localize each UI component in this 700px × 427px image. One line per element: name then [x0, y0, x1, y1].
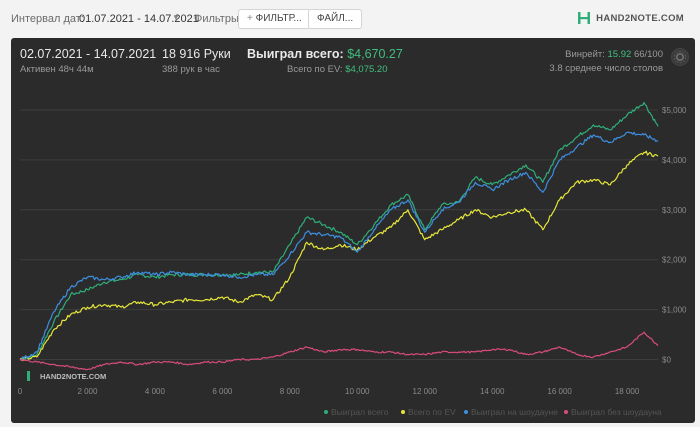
- legend-label: Выиграл без шоудауна: [571, 407, 662, 417]
- x-tick-label: 6 000: [212, 387, 233, 396]
- legend-label: Выиграл всего: [331, 407, 389, 417]
- x-tick-label: 2 000: [77, 387, 98, 396]
- date-range: 02.07.2021 - 14.07.2021: [20, 47, 157, 61]
- y-tick-label: $3,000: [662, 206, 687, 215]
- x-tick-label: 4 000: [145, 387, 166, 396]
- y-tick-label: $0: [662, 356, 671, 365]
- file-button-label: ФАЙЛ...: [317, 13, 354, 24]
- x-tick-label: 18 000: [615, 387, 640, 396]
- winrate-hands: 66/100: [633, 49, 663, 60]
- avg-tables: 3.8 среднее число столов: [549, 63, 663, 74]
- logo-icon: [578, 12, 591, 24]
- series-line: [19, 101, 659, 361]
- active-time: Активен 48ч 44м: [20, 64, 94, 75]
- chart-watermark: HAND2NOTE.COM: [40, 372, 106, 381]
- legend-marker: [564, 410, 568, 414]
- plus-icon: +: [247, 13, 253, 24]
- y-tick-label: $5,000: [662, 106, 687, 115]
- hands-count: 18 916 Руки: [162, 47, 231, 61]
- hands-per-hour: 388 рук в час: [162, 64, 220, 75]
- interval-label: Интервал дат:: [11, 13, 84, 25]
- filters-label: Фильтры:: [194, 13, 242, 25]
- logo-text: HAND2NOTE.COM: [596, 12, 684, 24]
- series-line: [19, 131, 658, 361]
- series-line: [19, 150, 659, 362]
- toolbar: Интервал дат: 01.07.2021 - 14.07.2021 ▼ …: [0, 0, 700, 38]
- winrate: Винрейт: 15.92 66/100: [565, 49, 663, 60]
- legend-marker: [401, 410, 405, 414]
- gear-icon[interactable]: [671, 48, 689, 66]
- series-line: [19, 331, 659, 371]
- x-tick-label: 0: [18, 387, 23, 396]
- x-tick-label: 10 000: [345, 387, 370, 396]
- x-tick-label: 16 000: [547, 387, 572, 396]
- hand2note-logo: HAND2NOTE.COM: [577, 11, 684, 25]
- won-total: Выиграл всего: $4,670.27: [247, 47, 403, 61]
- interval-select[interactable]: 01.07.2021 - 14.07.2021: [79, 13, 199, 25]
- legend-marker: [324, 410, 328, 414]
- won-value: $4,670.27: [347, 47, 403, 61]
- legend-label: Выиграл на шоудауне: [471, 407, 558, 417]
- winrate-value: 15.92: [607, 49, 632, 60]
- chevron-down-icon[interactable]: ▼: [172, 13, 180, 22]
- x-tick-label: 8 000: [280, 387, 301, 396]
- x-tick-label: 14 000: [480, 387, 505, 396]
- y-tick-label: $2,000: [662, 256, 687, 265]
- filter-button-label: ФИЛЬТР...: [255, 13, 302, 24]
- x-tick-label: 12 000: [413, 387, 438, 396]
- watermark-icon: [27, 371, 30, 381]
- y-tick-label: $1,000: [662, 306, 687, 315]
- legend-label: Всего по EV: [408, 407, 456, 417]
- ev-value: $4,075.20: [345, 64, 388, 75]
- ev-label: Всего по EV:: [287, 64, 343, 75]
- file-button[interactable]: ФАЙЛ...: [308, 9, 363, 29]
- legend-marker: [464, 410, 468, 414]
- winrate-label: Винрейт:: [565, 49, 605, 60]
- y-tick-label: $4,000: [662, 156, 687, 165]
- won-label: Выиграл всего:: [247, 47, 344, 61]
- ev-total: Всего по EV: $4,075.20: [287, 64, 387, 75]
- filter-button[interactable]: + ФИЛЬТР...: [238, 9, 311, 29]
- graph-panel: 02.07.2021 - 14.07.2021 Активен 48ч 44м …: [11, 38, 695, 423]
